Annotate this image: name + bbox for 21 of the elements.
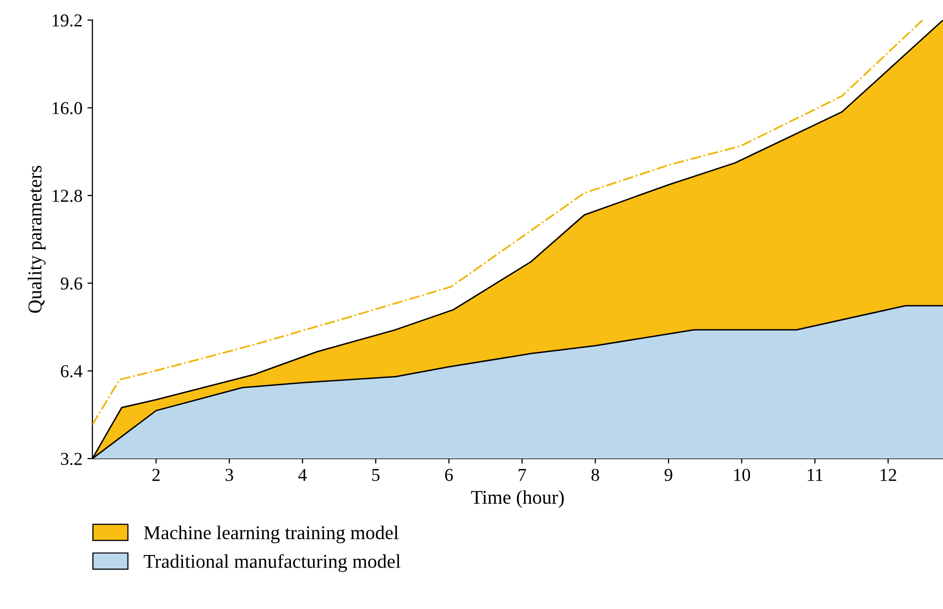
y-tick-label: 16.0 [52,102,82,114]
x-tick-label: 10 [734,468,750,482]
y-tick-label: 3.2 [60,452,82,466]
x-tick-label: 8 [591,468,600,482]
x-tick-label: 3 [226,468,234,482]
legend-label: Traditional manufacturing model [144,554,400,572]
x-tick-label: 2 [152,468,160,481]
x-tick-label: 7 [518,469,526,481]
legend-label: Machine learning training model [144,526,398,544]
y-axis-title: Quality parameters [28,166,46,313]
x-axis-title: Time (hour) [471,490,564,508]
y-tick-label: 12.8 [52,190,82,202]
y-tick-label: 19.2 [52,14,82,27]
x-tick-label: 12 [880,468,896,481]
x-tick-label: 4 [298,468,307,481]
x-tick-label: 11 [808,468,823,481]
x-tick-label: 9 [664,468,672,482]
x-tick-label: 6 [445,468,453,482]
y-tick-label: 6.4 [60,365,82,378]
y-tick-label: 9.6 [60,277,82,290]
x-tick-label: 5 [372,469,380,482]
